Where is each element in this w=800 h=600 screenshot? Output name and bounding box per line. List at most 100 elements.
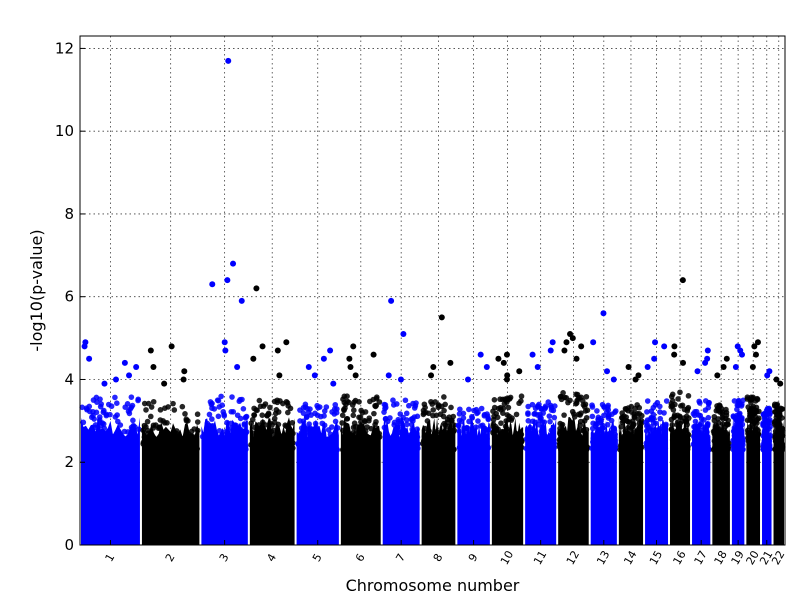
snp-point — [551, 414, 558, 421]
snp-point — [644, 421, 650, 428]
snp-point — [619, 410, 625, 416]
snp-point — [730, 428, 737, 435]
snp-point — [679, 440, 686, 446]
snp-point — [114, 400, 120, 406]
snp-point — [717, 439, 723, 445]
snp-point — [345, 441, 351, 447]
snp-point — [422, 425, 428, 432]
snp-point — [208, 442, 214, 448]
snp-point — [262, 432, 268, 439]
snp-peak-point — [350, 343, 357, 350]
snp-peak-point — [563, 339, 570, 346]
snp-point — [733, 417, 740, 424]
snp-point — [500, 405, 507, 412]
snp-peak-point — [305, 364, 312, 371]
snp-point — [212, 439, 218, 446]
snp-point — [362, 418, 368, 425]
snp-point — [285, 440, 291, 446]
snp-peak-point — [738, 351, 745, 358]
snp-point — [210, 434, 217, 441]
snp-point — [528, 439, 534, 446]
snp-point — [763, 437, 770, 443]
snp-peak-point — [346, 355, 353, 362]
snp-point — [414, 434, 421, 440]
snp-density-band — [491, 418, 524, 545]
snp-peak-point — [495, 355, 502, 362]
snp-point — [130, 417, 136, 424]
snp-point — [268, 428, 275, 435]
chromosome-label: 7 — [393, 551, 408, 564]
snp-point — [155, 425, 162, 432]
snp-point — [343, 416, 350, 422]
snp-point — [145, 400, 152, 407]
snp-point — [566, 441, 573, 447]
snp-point — [519, 438, 525, 444]
snp-point — [143, 446, 149, 453]
snp-point — [612, 431, 618, 438]
snp-point — [531, 411, 537, 417]
snp-point — [341, 406, 347, 413]
chromosome-label: 11 — [531, 548, 549, 567]
snp-point — [766, 446, 773, 453]
y-tick-label: 4 — [64, 370, 74, 388]
snp-point — [764, 427, 770, 434]
snp-point — [724, 446, 731, 452]
snp-peak-point — [610, 376, 617, 383]
snp-point — [165, 433, 171, 440]
snp-peak-point — [661, 343, 668, 350]
snp-point — [307, 406, 313, 412]
snp-point — [369, 446, 376, 453]
snp-point — [779, 426, 785, 432]
snp-point — [297, 407, 303, 413]
snp-point — [277, 435, 284, 442]
snp-point — [414, 426, 420, 433]
snp-point — [441, 407, 447, 414]
snp-point — [644, 398, 651, 404]
snp-point — [717, 426, 723, 432]
snp-point — [228, 420, 234, 427]
snp-point — [131, 440, 138, 447]
snp-point — [108, 433, 115, 440]
snp-point — [300, 418, 307, 424]
snp-point — [595, 439, 601, 446]
snp-peak-point — [222, 347, 229, 354]
x-axis-label: Chromosome number — [346, 576, 520, 595]
snp-point — [734, 424, 741, 430]
snp-point — [251, 424, 258, 431]
snp-point — [420, 440, 426, 447]
snp-point — [257, 403, 264, 410]
snp-point — [662, 442, 668, 449]
snp-peak-point — [751, 343, 758, 350]
snp-point — [290, 440, 296, 446]
snp-point — [303, 413, 310, 420]
snp-point — [427, 442, 434, 449]
chromosome-label: 14 — [621, 548, 639, 567]
snp-point — [207, 399, 214, 405]
snp-point — [275, 421, 282, 428]
snp-point — [608, 417, 615, 424]
snp-point — [755, 415, 762, 422]
snp-point — [432, 399, 439, 405]
snp-peak-point — [385, 372, 392, 379]
snp-point — [171, 407, 178, 413]
snp-point — [457, 406, 463, 413]
snp-point — [537, 411, 543, 418]
snp-point — [546, 442, 552, 448]
snp-point — [404, 421, 410, 428]
snp-point — [485, 415, 491, 422]
snp-point — [117, 422, 124, 428]
snp-point — [685, 393, 692, 399]
snp-point — [463, 425, 470, 432]
snp-point — [371, 410, 377, 417]
snp-point — [107, 411, 113, 418]
snp-point — [685, 404, 692, 411]
snp-point — [323, 404, 330, 410]
snp-point — [610, 446, 617, 453]
snp-point — [600, 435, 606, 442]
snp-peak-point — [547, 347, 554, 354]
snp-point — [206, 411, 213, 418]
snp-peak-point — [625, 364, 632, 371]
snp-peak-point — [168, 343, 175, 350]
y-tick-label: 12 — [55, 39, 74, 57]
snp-point — [128, 404, 135, 411]
